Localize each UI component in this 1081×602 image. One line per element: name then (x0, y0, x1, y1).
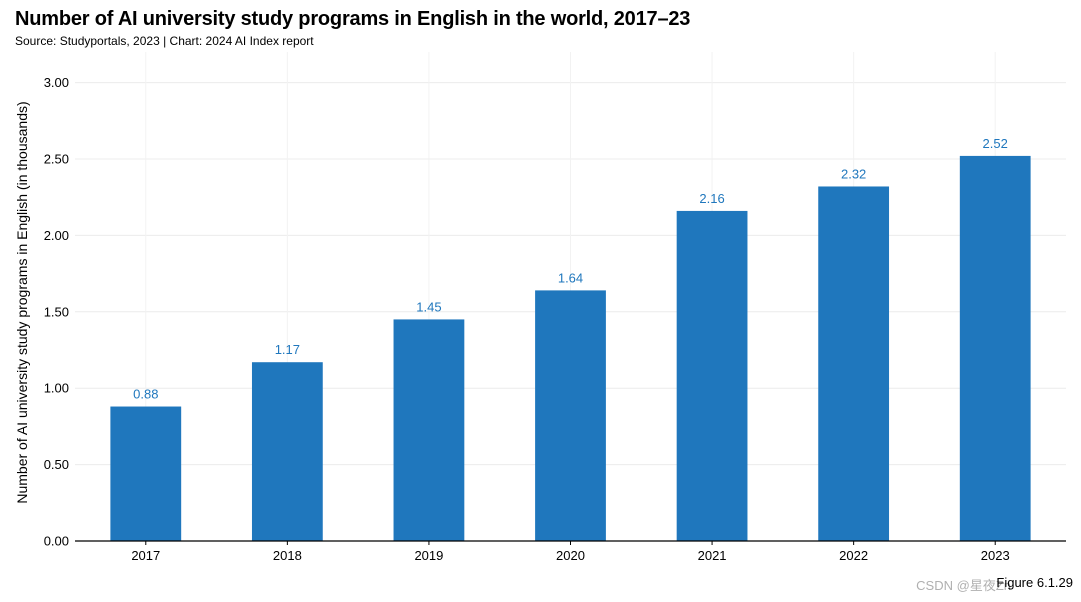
y-tick-label: 2.50 (44, 151, 69, 166)
x-tick-label: 2020 (556, 548, 585, 563)
x-tick-label: 2021 (698, 548, 727, 563)
bar (535, 290, 606, 541)
chart-title: Number of AI university study programs i… (15, 8, 691, 30)
x-tick-label: 2017 (131, 548, 160, 563)
data-label: 1.45 (416, 299, 441, 314)
data-label: 2.52 (983, 136, 1008, 151)
bar (251, 362, 323, 541)
y-tick-label: 2.00 (44, 228, 69, 243)
y-tick-label: 3.00 (44, 75, 69, 90)
x-tick-label: 2018 (273, 548, 302, 563)
figure-label: Figure 6.1.29 (996, 575, 1073, 590)
data-label: 2.32 (841, 166, 866, 181)
bar (676, 210, 748, 542)
y-axis-title: Number of AI university study programs i… (14, 101, 30, 503)
y-tick-label: 0.00 (44, 534, 69, 549)
watermark: CSDN @星夜Zn (916, 578, 1011, 593)
data-label: 2.16 (699, 191, 724, 206)
x-tick-label: 2019 (414, 548, 443, 563)
chart-subtitle: Source: Studyportals, 2023 | Chart: 2024… (15, 34, 314, 48)
data-labels: 0.88 1.17 1.45 1.64 2.16 2.32 2.52 (133, 136, 1008, 402)
data-label: 0.88 (133, 387, 158, 402)
bar (818, 186, 890, 541)
y-tick-label: 1.00 (44, 381, 69, 396)
bar (110, 406, 182, 541)
bar (959, 155, 1031, 541)
data-label: 1.64 (558, 270, 583, 285)
x-tick-labels: 2017 2018 2019 2020 2021 2022 2023 (131, 541, 1010, 563)
bar (393, 319, 465, 541)
x-tick-label: 2022 (839, 548, 868, 563)
y-tick-label: 0.50 (44, 457, 69, 472)
y-tick-labels: 0.00 0.50 1.00 1.50 2.00 2.50 3.00 (44, 75, 69, 548)
bars (110, 155, 1031, 542)
data-label: 1.17 (275, 342, 300, 357)
x-tick-label: 2023 (981, 548, 1010, 563)
y-tick-label: 1.50 (44, 304, 69, 319)
